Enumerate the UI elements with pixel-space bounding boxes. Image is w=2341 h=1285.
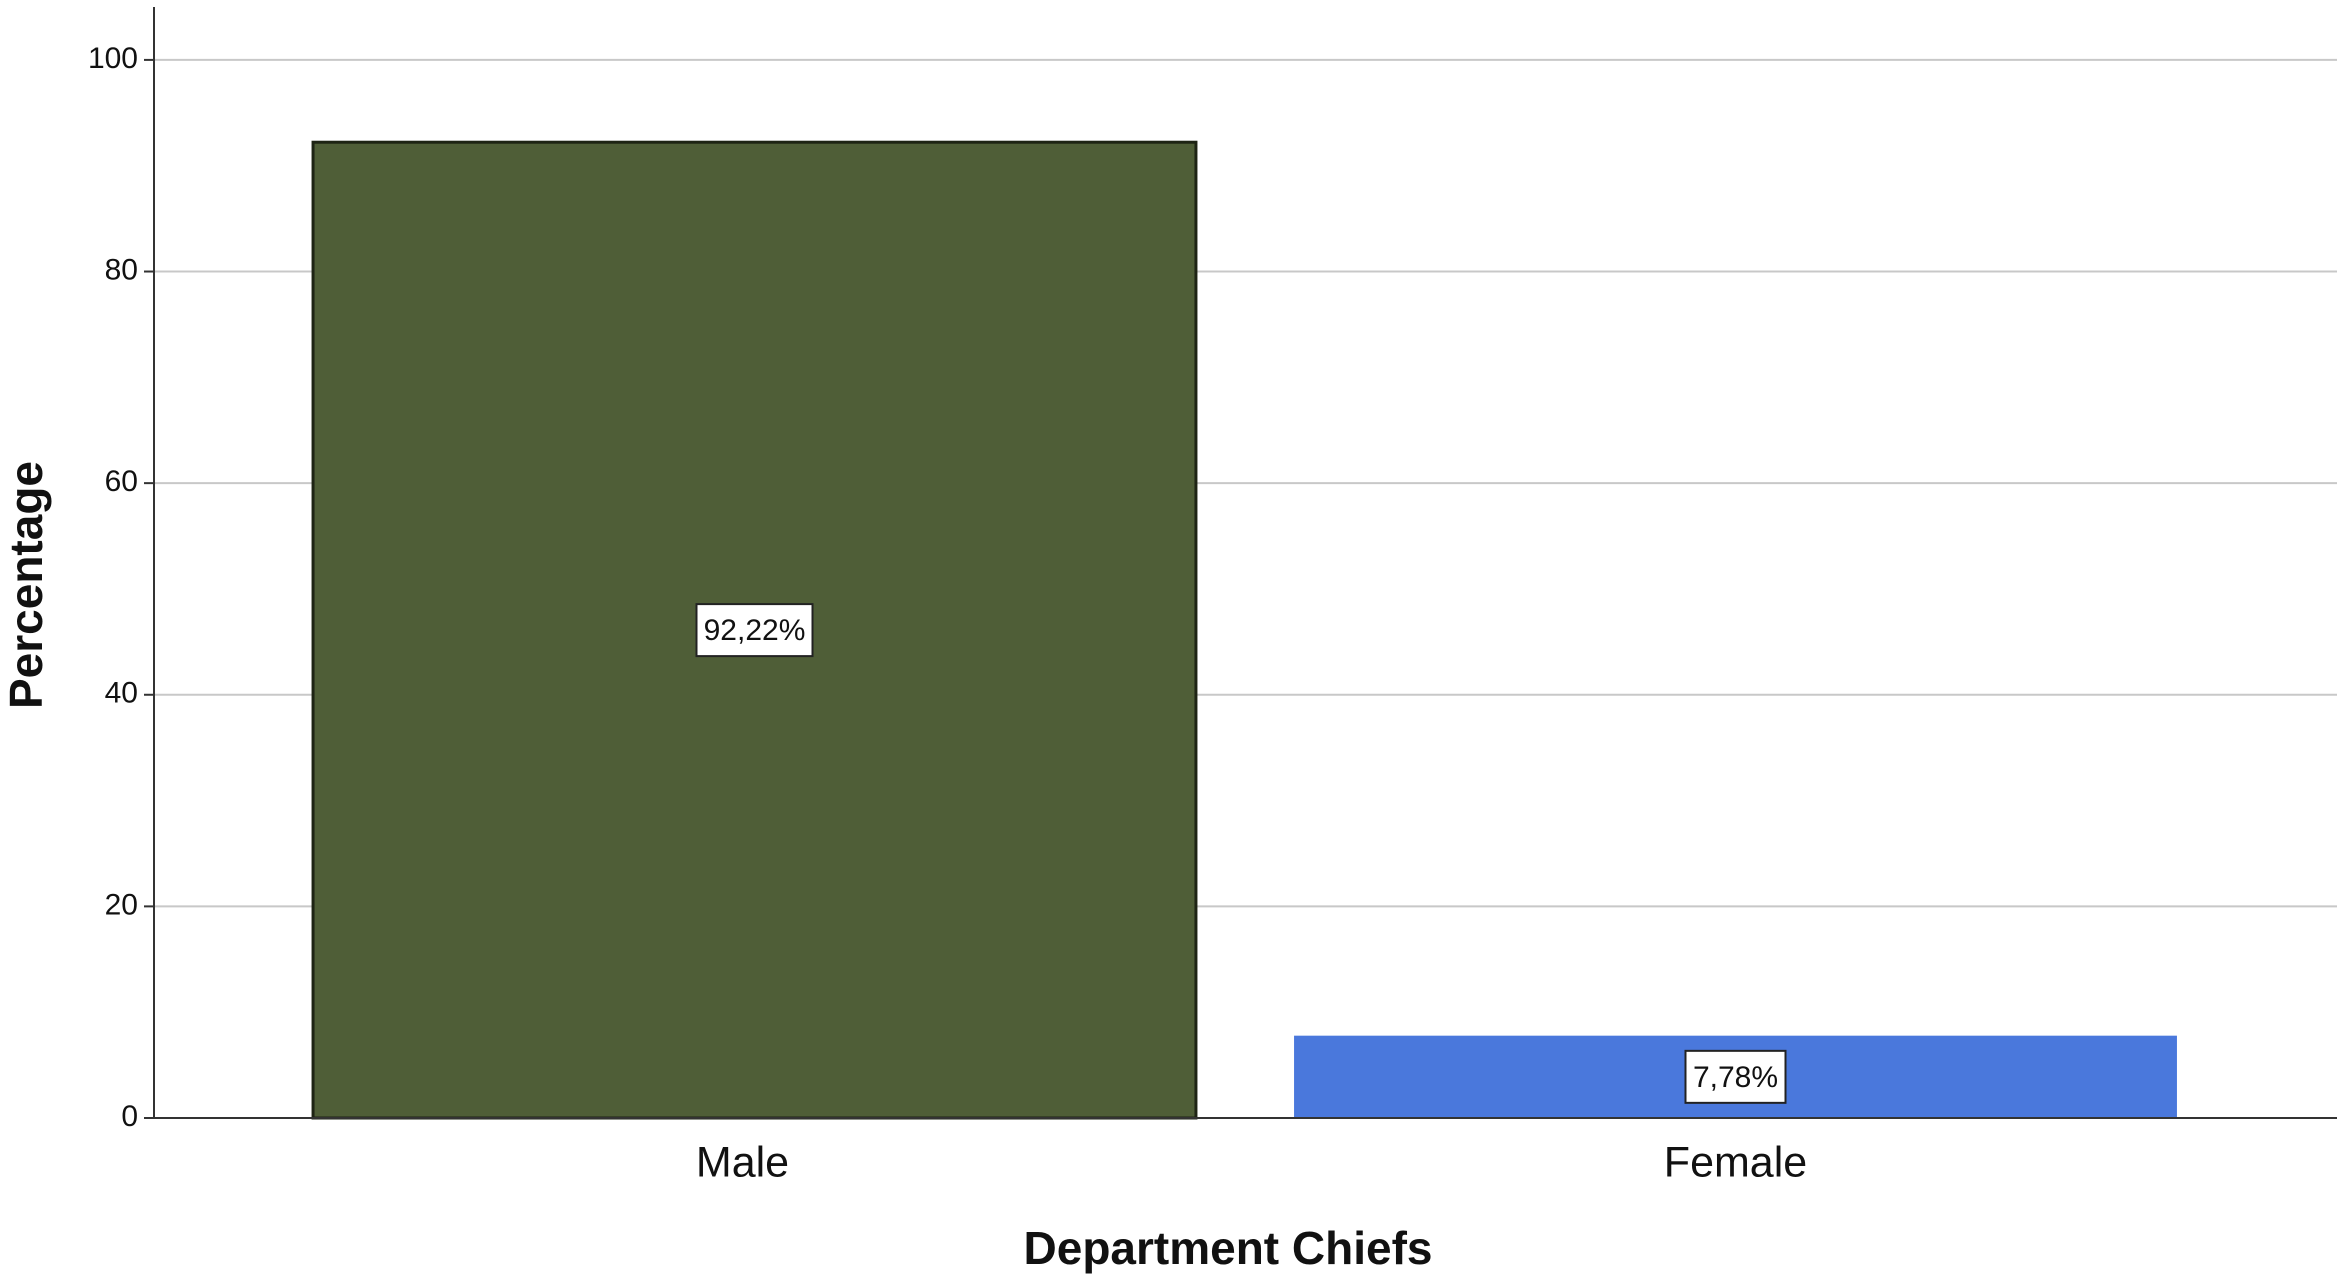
x-tick-label: Male	[696, 1138, 789, 1186]
value-label-box	[695, 603, 814, 658]
value-label: 92,22%	[704, 614, 806, 647]
y-tick-label: 100	[88, 42, 138, 75]
x-tick-label: Female	[1664, 1138, 1807, 1186]
y-tick-label: 80	[105, 253, 138, 286]
y-tick-label: 40	[105, 677, 138, 710]
y-axis-title: Percentage	[0, 461, 52, 709]
y-tick-label: 60	[105, 465, 138, 498]
value-label-box	[1684, 1049, 1787, 1104]
x-axis-title: Department Chiefs	[1024, 1222, 1433, 1274]
value-label: 7,78%	[1693, 1061, 1778, 1094]
y-tick-label: 20	[105, 888, 138, 921]
y-tick-label: 0	[121, 1100, 138, 1133]
